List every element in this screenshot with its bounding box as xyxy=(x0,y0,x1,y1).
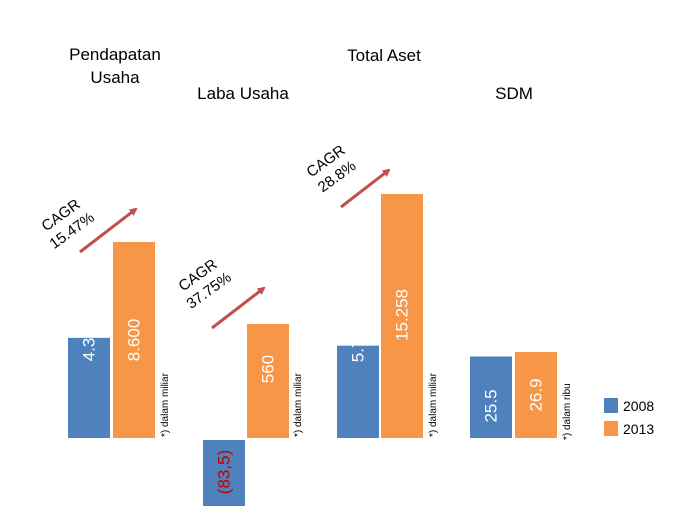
unit-note-pendapatan: *) dalam miliar xyxy=(160,372,171,437)
cagr-aset: CAGR 28.8% xyxy=(303,142,359,196)
title-total-aset: Total Aset xyxy=(347,46,421,65)
value-label-laba-2008: (83,5) xyxy=(215,450,234,494)
bar-pendapatan-2013 xyxy=(113,242,155,438)
title-pendapatan-line1: Pendapatan xyxy=(69,45,161,64)
cagr-laba-arrow xyxy=(211,286,266,330)
bar-laba-2013 xyxy=(247,324,289,438)
cagr-laba: CAGR 37.75% xyxy=(175,256,234,313)
legend-swatch-2013 xyxy=(604,421,618,436)
bar-pendapatan-2008 xyxy=(68,337,110,438)
legend-label-2013: 2013 xyxy=(623,421,654,437)
value-label-pendapatan-2008: 4.395 xyxy=(80,319,99,362)
value-label-sdm-2013: 26.9 xyxy=(527,378,546,411)
bar-aset-2013 xyxy=(381,194,423,438)
legend-swatch-2008 xyxy=(604,398,618,413)
value-label-aset-2008: 5.773 xyxy=(349,320,368,363)
value-label-laba-2013: 560 xyxy=(259,355,278,383)
value-label-aset-2013: 15.258 xyxy=(393,289,412,341)
unit-note-sdm: *) dalam ribu xyxy=(562,383,573,440)
cagr-pendapatan-arrow xyxy=(79,207,138,254)
title-sdm: SDM xyxy=(495,84,533,103)
bar-laba-2008 xyxy=(203,440,245,506)
legend-label-2008: 2008 xyxy=(623,398,654,414)
title-laba-usaha: Laba Usaha xyxy=(197,84,289,103)
unit-note-laba: *) dalam miliar xyxy=(293,372,304,437)
unit-note-aset: *) dalam miliar xyxy=(428,372,439,437)
bar-aset-2008 xyxy=(337,345,379,438)
bar-sdm-2013 xyxy=(515,352,557,438)
value-label-sdm-2008: 25.5 xyxy=(482,389,501,422)
bar-sdm-2008 xyxy=(470,356,512,438)
cagr-aset-arrow xyxy=(340,168,391,209)
value-label-pendapatan-2013: 8.600 xyxy=(125,319,144,362)
title-pendapatan-line2: Usaha xyxy=(90,68,140,87)
